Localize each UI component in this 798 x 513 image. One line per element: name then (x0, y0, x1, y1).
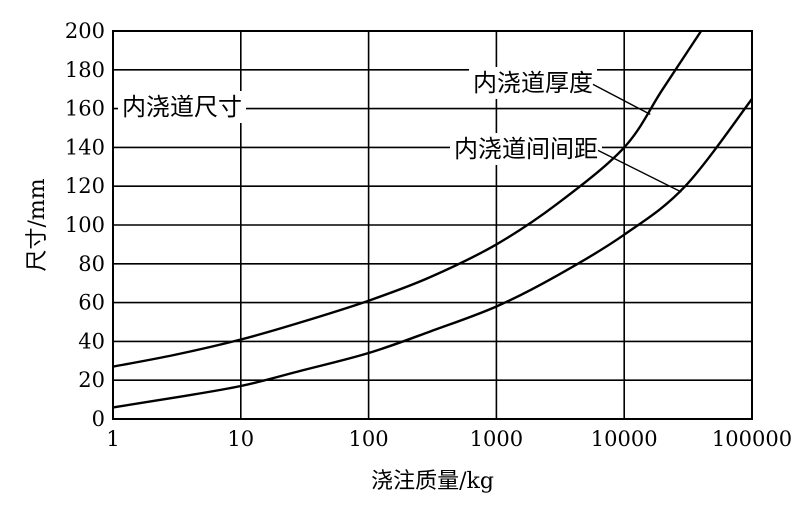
y-tick-label: 100 (65, 213, 105, 237)
plot-frame (112, 30, 753, 420)
leader-line-series-1 (597, 149, 682, 193)
tick-labels: 1 10 100 1000 10000 100000 0 20 40 60 80 100 120 140 1… (65, 19, 792, 451)
y-tick-label: 60 (78, 291, 105, 315)
grid (112, 30, 753, 420)
series-line-0 (112, 30, 703, 368)
x-tick-label: 10 (227, 427, 254, 451)
annotation-series-0-background (469, 67, 597, 99)
y-tick-label: 160 (65, 97, 105, 121)
x-tick-label: 100 (349, 427, 389, 451)
x-tick-label: 1 (106, 427, 119, 451)
series-line-1 (112, 98, 753, 409)
x-tick-label: 10000 (591, 427, 658, 451)
y-tick-label: 140 (65, 135, 105, 159)
y-tick-label: 20 (78, 368, 105, 392)
y-tick-label: 180 (65, 58, 105, 82)
annotation-series-0: 内浇道厚度 (473, 69, 593, 97)
annotation-series-1: 内浇道间间距 (454, 135, 598, 163)
y-tick-label: 80 (78, 252, 105, 276)
annotation-chart-label-background (118, 91, 246, 123)
leader-line-series-0 (592, 83, 651, 116)
x-tick-label: 100000 (712, 427, 792, 451)
y-tick-label: 0 (92, 407, 105, 431)
annotation-chart-label: 内浇道尺寸 (122, 93, 242, 121)
y-tick-label: 200 (65, 19, 105, 43)
x-axis-label: 浇注质量/kg (371, 469, 494, 494)
y-tick-label: 40 (78, 329, 105, 353)
y-axis-label: 尺寸/mm (25, 178, 50, 271)
series-group (112, 30, 753, 409)
annotation-series-1-background (450, 133, 602, 165)
x-tick-label: 1000 (470, 427, 523, 451)
y-tick-label: 120 (65, 174, 105, 198)
